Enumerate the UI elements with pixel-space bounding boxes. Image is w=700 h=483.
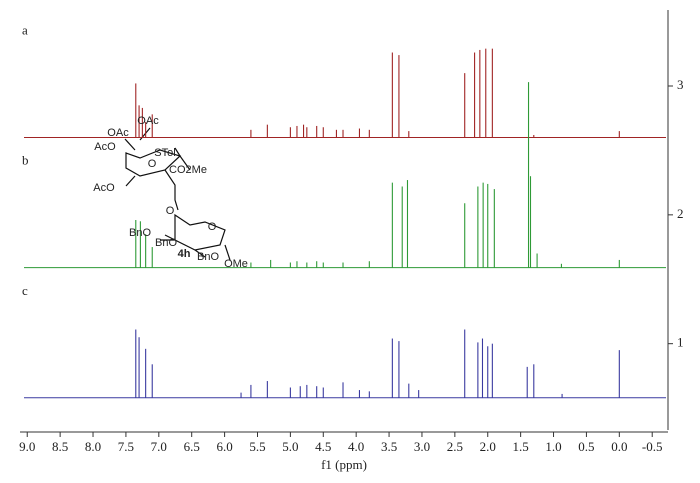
structure-label: OMe bbox=[224, 258, 248, 270]
x-tick-label: 8.0 bbox=[85, 439, 101, 454]
x-tick-label: 4.0 bbox=[348, 439, 364, 454]
x-tick-label: 7.5 bbox=[118, 439, 134, 454]
x-tick-label: 9.0 bbox=[19, 439, 35, 454]
structure-label: OAc bbox=[137, 115, 159, 127]
y-tick-label: 2 bbox=[677, 206, 684, 221]
structure-label: BnO bbox=[155, 237, 177, 249]
structure-label: CO2Me bbox=[169, 164, 207, 176]
structure-label: BnO bbox=[129, 227, 151, 239]
x-tick-label: 1.5 bbox=[513, 439, 529, 454]
x-tick-label: -0.5 bbox=[642, 439, 663, 454]
x-tick-label: 8.5 bbox=[52, 439, 68, 454]
structure-label: O bbox=[166, 205, 175, 217]
x-tick-label: 4.5 bbox=[315, 439, 331, 454]
x-tick-label: 7.0 bbox=[151, 439, 167, 454]
x-tick-label: 6.0 bbox=[216, 439, 232, 454]
spectrum-label: a bbox=[22, 23, 28, 38]
x-tick-label: 2.5 bbox=[447, 439, 463, 454]
structure-label: O bbox=[148, 158, 157, 170]
x-tick-label: 2.0 bbox=[480, 439, 496, 454]
structure-label: AcO bbox=[94, 141, 116, 153]
x-tick-label: 5.0 bbox=[282, 439, 298, 454]
y-tick-label: 1 bbox=[677, 335, 684, 350]
structure-label: BnO bbox=[197, 251, 219, 263]
structure-label: AcO bbox=[93, 182, 115, 194]
x-tick-label: 1.0 bbox=[545, 439, 561, 454]
spectrum-label: b bbox=[22, 153, 29, 168]
structure-label: 4h bbox=[178, 248, 191, 260]
structure-bonds bbox=[124, 127, 231, 261]
structure-label: OAc bbox=[107, 127, 129, 139]
y-tick-label: 3 bbox=[677, 77, 684, 92]
x-axis-label: f1 (ppm) bbox=[321, 457, 367, 472]
x-tick-label: 0.0 bbox=[611, 439, 627, 454]
x-tick-label: 0.5 bbox=[578, 439, 594, 454]
x-tick-label: 3.0 bbox=[414, 439, 430, 454]
bonds bbox=[125, 147, 191, 211]
structure-label: O bbox=[208, 221, 217, 233]
structure-label: STol bbox=[154, 147, 175, 159]
ring-2 bbox=[160, 213, 231, 261]
x-tick-label: 6.5 bbox=[184, 439, 200, 454]
x-tick-label: 5.5 bbox=[249, 439, 265, 454]
spectrum-label: c bbox=[22, 283, 28, 298]
x-tick-label: 3.5 bbox=[381, 439, 397, 454]
